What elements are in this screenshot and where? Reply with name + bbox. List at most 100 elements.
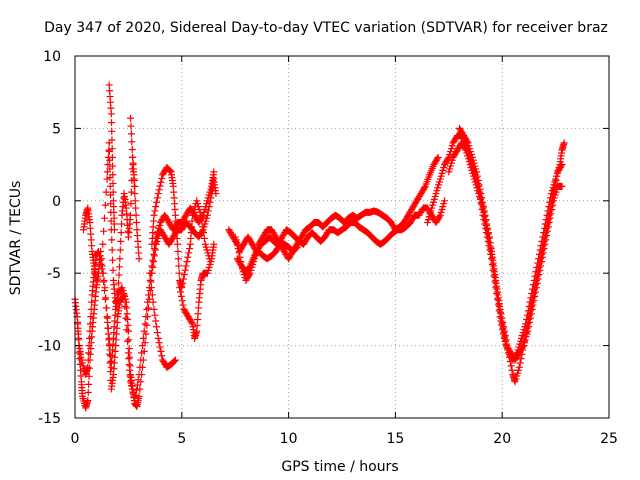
data-point xyxy=(178,297,186,305)
data-point xyxy=(148,291,156,299)
data-point xyxy=(151,311,159,319)
data-point xyxy=(188,318,196,326)
data-point xyxy=(132,204,140,212)
data-point xyxy=(179,301,187,309)
chart-title: Day 347 of 2020, Sidereal Day-to-day VTE… xyxy=(44,20,608,36)
data-point xyxy=(524,327,532,335)
data-point xyxy=(138,349,146,357)
data-point xyxy=(153,329,161,337)
data-point xyxy=(560,139,568,147)
data-point xyxy=(552,177,560,185)
data-point xyxy=(136,363,144,371)
data-point xyxy=(107,110,115,118)
data-point xyxy=(179,279,187,287)
data-point xyxy=(496,303,504,311)
data-point xyxy=(501,333,509,341)
data-point xyxy=(131,397,139,405)
y-tick-label: 0 xyxy=(52,194,61,210)
data-point xyxy=(558,161,566,169)
data-point xyxy=(153,198,161,206)
data-point xyxy=(96,256,104,264)
x-tick-label: 25 xyxy=(600,431,618,447)
data-point xyxy=(174,247,182,255)
data-point xyxy=(146,269,154,277)
data-point xyxy=(536,266,544,274)
data-point xyxy=(171,357,179,365)
data-point xyxy=(141,320,149,328)
data-point xyxy=(131,197,139,205)
data-point xyxy=(108,153,116,161)
data-point xyxy=(487,245,495,253)
data-point xyxy=(543,232,551,240)
data-point xyxy=(546,214,554,222)
data-point xyxy=(86,334,94,342)
data-point xyxy=(171,356,179,364)
data-point xyxy=(149,256,157,264)
data-point xyxy=(121,303,129,311)
data-point xyxy=(180,271,188,279)
data-point xyxy=(116,255,124,263)
data-point xyxy=(292,244,300,252)
data-point xyxy=(128,138,136,146)
data-point xyxy=(115,279,123,287)
data-point xyxy=(175,269,183,277)
data-point xyxy=(197,211,205,219)
data-point xyxy=(124,337,132,345)
data-point xyxy=(545,219,553,227)
plot-frame xyxy=(74,55,610,419)
data-point xyxy=(526,318,534,326)
y-axis-label: SDTVAR / TECUs xyxy=(8,181,24,296)
data-point xyxy=(99,240,107,248)
axis-ticks xyxy=(74,55,610,419)
data-point xyxy=(441,197,449,205)
data-point xyxy=(150,258,158,266)
data-point xyxy=(526,314,534,322)
data-point xyxy=(98,265,106,273)
data-point xyxy=(485,233,493,241)
data-point xyxy=(101,201,109,209)
data-point xyxy=(128,385,136,393)
data-point xyxy=(127,378,135,386)
data-point xyxy=(119,292,127,300)
data-point xyxy=(515,363,523,371)
data-point xyxy=(127,130,135,138)
data-point xyxy=(135,371,143,379)
data-point xyxy=(185,245,193,253)
data-point xyxy=(120,291,128,299)
data-point xyxy=(150,305,158,313)
data-point xyxy=(108,246,116,254)
data-point xyxy=(488,250,496,258)
data-point xyxy=(212,190,220,198)
data-point xyxy=(473,172,481,180)
data-point xyxy=(210,168,218,176)
data-point xyxy=(539,249,547,257)
data-point xyxy=(84,389,92,397)
data-point xyxy=(115,271,123,279)
data-point xyxy=(127,122,135,130)
data-point xyxy=(104,161,112,169)
data-point xyxy=(130,393,138,401)
data-point xyxy=(85,349,93,357)
data-point xyxy=(105,342,113,350)
data-point xyxy=(108,127,116,135)
data-point xyxy=(114,287,122,295)
data-point xyxy=(144,304,152,312)
data-point xyxy=(158,352,166,360)
data-point xyxy=(542,236,550,244)
data-point xyxy=(88,298,96,306)
data-point xyxy=(131,190,139,198)
data-point xyxy=(151,207,159,215)
data-point xyxy=(525,323,533,331)
data-point xyxy=(486,239,494,247)
data-point xyxy=(150,245,158,253)
data-point xyxy=(506,358,514,366)
data-point xyxy=(547,210,555,218)
data-point xyxy=(84,356,92,364)
data-point xyxy=(157,347,165,355)
data-point xyxy=(176,284,184,292)
data-point xyxy=(132,211,140,219)
data-point xyxy=(519,343,527,351)
data-point xyxy=(152,317,160,325)
data-point xyxy=(492,279,500,287)
data-point xyxy=(149,263,157,271)
